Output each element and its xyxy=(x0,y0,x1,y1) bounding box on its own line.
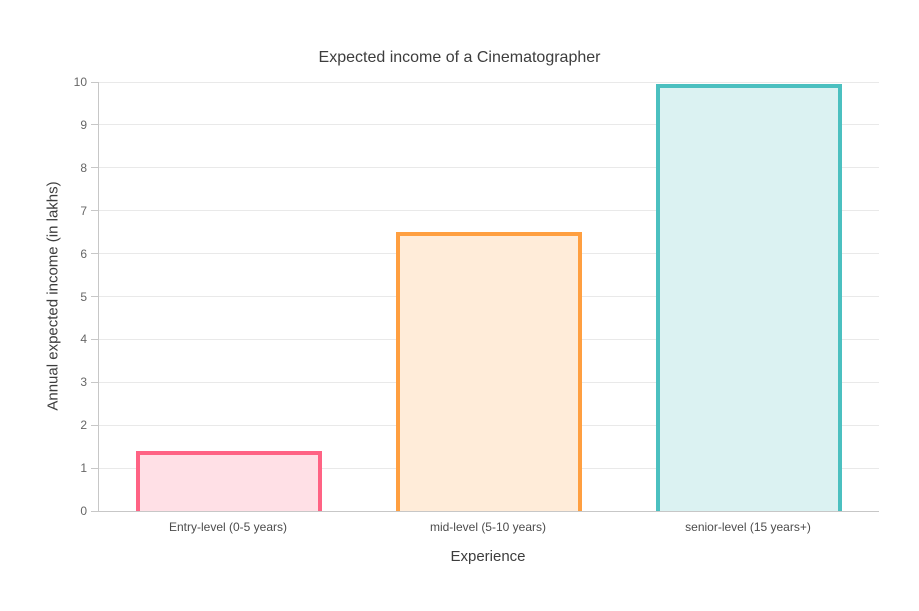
y-axis-tick-label: 9 xyxy=(80,117,87,132)
gridline xyxy=(99,210,879,212)
gridline xyxy=(99,124,879,126)
y-axis-tick-label: 4 xyxy=(80,332,87,347)
y-axis-tick-label: 5 xyxy=(80,289,87,304)
y-axis-tick-label: 6 xyxy=(80,246,87,261)
y-axis-tick-label: 1 xyxy=(80,461,87,476)
y-axis-tick xyxy=(91,424,99,426)
y-axis-tick xyxy=(91,467,99,469)
plot-area: 0 1 2 3 4 5 6 7 8 9 10 xyxy=(74,75,879,518)
y-axis-tick xyxy=(91,296,99,297)
bar-3 xyxy=(656,84,842,511)
bar-2 xyxy=(396,232,582,511)
y-axis-tick-label: 2 xyxy=(80,418,87,433)
x-axis-tick-label: mid-level (5-10 years) xyxy=(429,520,547,534)
y-axis-tick xyxy=(91,124,99,126)
x-axis-tick-label: Entry-level (0-5 years) xyxy=(168,520,288,534)
y-axis-tick xyxy=(91,338,99,340)
gridline xyxy=(99,81,879,83)
y-axis-tick-label: 10 xyxy=(73,75,87,89)
y-axis-tick xyxy=(91,167,99,169)
bar-1 xyxy=(136,450,322,511)
y-axis-tick-label: 7 xyxy=(80,203,87,218)
chart-title: Expected income of a Cinematographer xyxy=(318,49,601,66)
x-axis-tick-labels: Entry-level (0-5 years) mid-level (5-10 y… xyxy=(98,520,878,536)
y-axis-tick-label: 0 xyxy=(80,504,87,518)
x-axis-tick-label: senior-level (15 years+) xyxy=(685,520,811,534)
y-axis-tick-label: 8 xyxy=(80,160,87,175)
y-axis-tick xyxy=(91,510,99,512)
gridline xyxy=(99,167,879,169)
y-axis-tick xyxy=(91,210,99,212)
y-axis-tick-label: 3 xyxy=(80,375,87,390)
y-axis-tick xyxy=(91,381,99,383)
y-axis-tick xyxy=(91,81,99,83)
x-axis-title: Experience xyxy=(450,548,526,565)
y-axis-tick xyxy=(91,253,99,255)
